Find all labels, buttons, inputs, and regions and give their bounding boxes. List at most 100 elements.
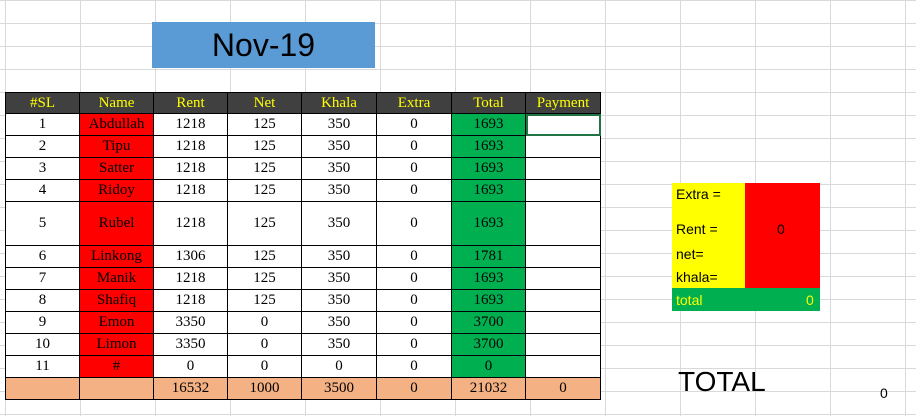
net-cell[interactable]: 0 — [227, 333, 302, 356]
payment-cell[interactable] — [525, 135, 601, 158]
extra-cell[interactable]: 0 — [376, 355, 452, 378]
rent-cell[interactable]: 1218 — [153, 267, 228, 290]
khala-cell[interactable]: 350 — [301, 289, 377, 312]
extra-cell[interactable]: 0 — [376, 311, 452, 334]
extra-cell[interactable]: 0 — [376, 245, 452, 268]
khala-cell[interactable]: 350 — [301, 245, 377, 268]
sl-cell[interactable]: 5 — [5, 201, 80, 246]
total-cell[interactable]: 1693 — [451, 157, 526, 180]
net-cell[interactable]: 125 — [227, 135, 302, 158]
total-cell[interactable]: 0 — [451, 355, 526, 378]
name-cell[interactable]: Limon — [79, 333, 154, 356]
rent-cell[interactable]: 1218 — [153, 113, 228, 136]
total-cell[interactable]: 1781 — [451, 245, 526, 268]
month-title-cell[interactable]: Nov-19 — [152, 22, 375, 68]
name-cell[interactable]: Linkong — [79, 245, 154, 268]
payment-cell[interactable] — [525, 113, 601, 136]
sum-payment-cell[interactable]: 0 — [525, 377, 601, 400]
side-label-block[interactable] — [672, 183, 745, 288]
khala-cell[interactable]: 350 — [301, 333, 377, 356]
rent-cell[interactable]: 3350 — [153, 333, 228, 356]
net-cell[interactable]: 125 — [227, 179, 302, 202]
rent-cell[interactable]: 1218 — [153, 157, 228, 180]
rent-cell[interactable]: 1218 — [153, 289, 228, 312]
payment-cell[interactable] — [525, 311, 601, 334]
extra-cell[interactable]: 0 — [376, 267, 452, 290]
sl-cell[interactable]: 9 — [5, 311, 80, 334]
sum-total-cell[interactable]: 21032 — [451, 377, 526, 400]
header-net[interactable]: Net — [227, 92, 302, 114]
sl-cell[interactable]: 11 — [5, 355, 80, 378]
name-cell[interactable]: Ridoy — [79, 179, 154, 202]
sum-net-cell[interactable]: 1000 — [227, 377, 302, 400]
khala-cell[interactable]: 350 — [301, 267, 377, 290]
header-extra[interactable]: Extra — [376, 92, 452, 114]
sum-extra-cell[interactable]: 0 — [376, 377, 452, 400]
sum-khala-cell[interactable]: 3500 — [301, 377, 377, 400]
sl-cell[interactable]: 3 — [5, 157, 80, 180]
total-cell[interactable]: 3700 — [451, 311, 526, 334]
net-cell[interactable]: 125 — [227, 201, 302, 246]
payment-cell[interactable] — [525, 355, 601, 378]
extra-cell[interactable]: 0 — [376, 113, 452, 136]
grand-total-label[interactable]: TOTAL — [678, 366, 766, 397]
header-khala[interactable]: Khala — [301, 92, 377, 114]
payment-cell[interactable] — [525, 245, 601, 268]
name-cell[interactable]: Emon — [79, 311, 154, 334]
rent-cell[interactable]: 0 — [153, 355, 228, 378]
header-rent[interactable]: Rent — [153, 92, 228, 114]
payment-cell[interactable] — [525, 201, 601, 246]
khala-cell[interactable]: 350 — [301, 135, 377, 158]
payment-cell[interactable] — [525, 289, 601, 312]
net-cell[interactable]: 125 — [227, 289, 302, 312]
rent-cell[interactable]: 1306 — [153, 245, 228, 268]
khala-cell[interactable]: 350 — [301, 179, 377, 202]
name-cell[interactable]: Tipu — [79, 135, 154, 158]
net-cell[interactable]: 0 — [227, 355, 302, 378]
total-cell[interactable]: 1693 — [451, 113, 526, 136]
grand-total-value[interactable]: 0 — [880, 385, 888, 401]
sum-sl-cell[interactable] — [5, 377, 80, 400]
header-name[interactable]: Name — [79, 92, 154, 114]
name-cell[interactable]: # — [79, 355, 154, 378]
extra-cell[interactable]: 0 — [376, 201, 452, 246]
total-cell[interactable]: 3700 — [451, 333, 526, 356]
net-cell[interactable]: 125 — [227, 157, 302, 180]
sl-cell[interactable]: 6 — [5, 245, 80, 268]
total-cell[interactable]: 1693 — [451, 289, 526, 312]
sl-cell[interactable]: 2 — [5, 135, 80, 158]
rent-cell[interactable]: 1218 — [153, 201, 228, 246]
sl-cell[interactable]: 7 — [5, 267, 80, 290]
sl-cell[interactable]: 4 — [5, 179, 80, 202]
rent-cell[interactable]: 1218 — [153, 135, 228, 158]
sum-name-cell[interactable] — [79, 377, 154, 400]
net-cell[interactable]: 0 — [227, 311, 302, 334]
khala-cell[interactable]: 350 — [301, 113, 377, 136]
extra-cell[interactable]: 0 — [376, 179, 452, 202]
sl-cell[interactable]: 10 — [5, 333, 80, 356]
side-total-block[interactable] — [672, 288, 820, 311]
name-cell[interactable]: Manik — [79, 267, 154, 290]
khala-cell[interactable]: 350 — [301, 157, 377, 180]
header-payment[interactable]: Payment — [525, 92, 601, 114]
extra-cell[interactable]: 0 — [376, 333, 452, 356]
payment-cell[interactable] — [525, 179, 601, 202]
name-cell[interactable]: Shafiq — [79, 289, 154, 312]
khala-cell[interactable]: 350 — [301, 311, 377, 334]
sum-rent-cell[interactable]: 16532 — [153, 377, 228, 400]
payment-cell[interactable] — [525, 333, 601, 356]
khala-cell[interactable]: 0 — [301, 355, 377, 378]
name-cell[interactable]: Abdullah — [79, 113, 154, 136]
net-cell[interactable]: 125 — [227, 267, 302, 290]
extra-cell[interactable]: 0 — [376, 289, 452, 312]
total-cell[interactable]: 1693 — [451, 179, 526, 202]
header-sl[interactable]: #SL — [5, 92, 80, 114]
rent-cell[interactable]: 1218 — [153, 179, 228, 202]
net-cell[interactable]: 125 — [227, 245, 302, 268]
extra-cell[interactable]: 0 — [376, 135, 452, 158]
total-cell[interactable]: 1693 — [451, 267, 526, 290]
khala-cell[interactable]: 350 — [301, 201, 377, 246]
rent-cell[interactable]: 3350 — [153, 311, 228, 334]
payment-cell[interactable] — [525, 267, 601, 290]
side-value-block[interactable] — [745, 183, 820, 288]
